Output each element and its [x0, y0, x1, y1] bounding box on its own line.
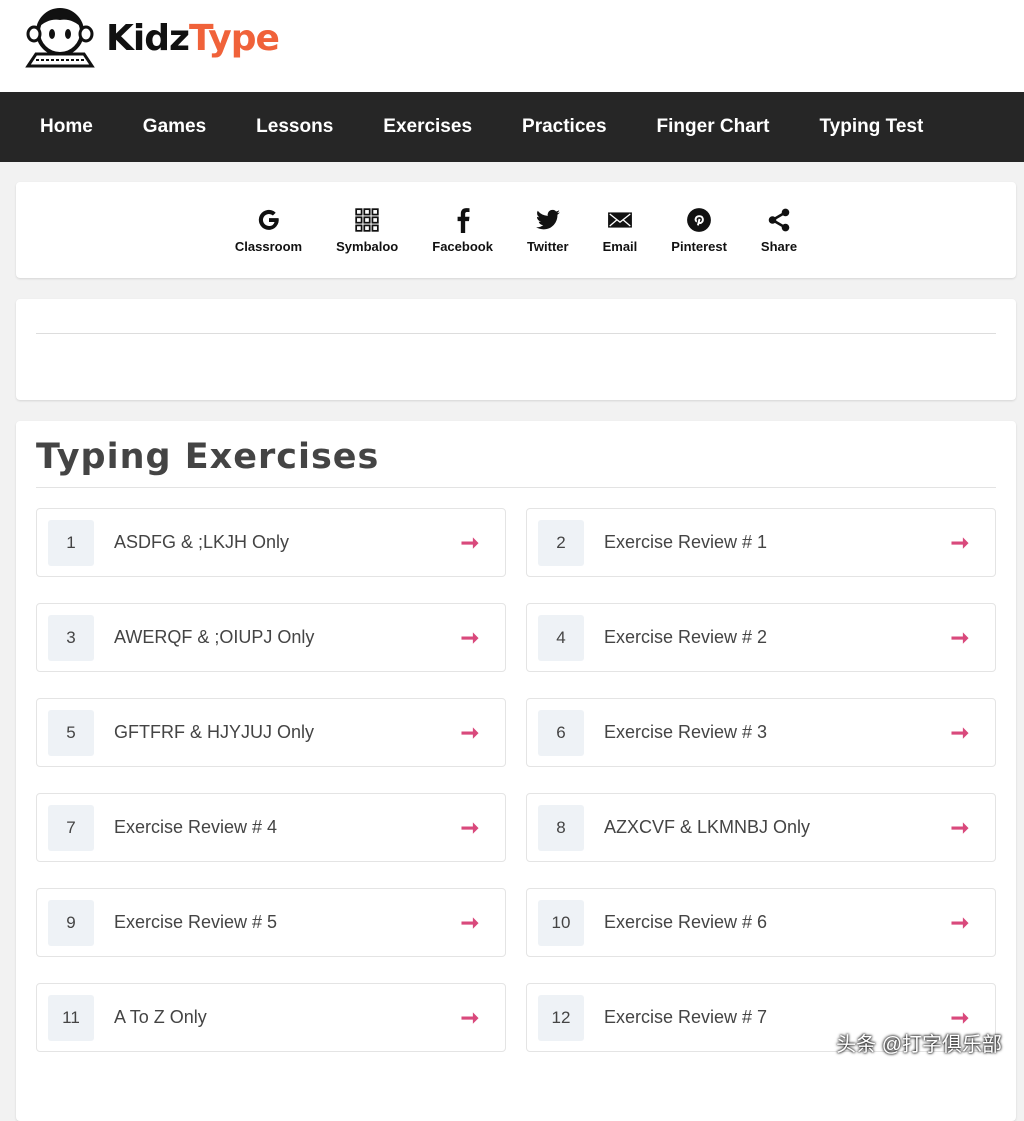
title-divider: [36, 487, 996, 488]
watermark: 头条 @打字俱乐部: [836, 1034, 1002, 1056]
exercise-label: Exercise Review # 5: [114, 912, 278, 932]
share-bar: Classroom Symbaloo Facebook Twitter Emai…: [16, 182, 1016, 278]
arrow-right-icon: ➞: [460, 529, 479, 555]
share-icon: [768, 208, 790, 231]
share-classroom-button[interactable]: Classroom: [235, 207, 302, 254]
exercise-item[interactable]: 9 Exercise Review # 5 ➞: [36, 888, 506, 957]
share-share-button[interactable]: Share: [761, 207, 797, 254]
exercise-number: 4: [538, 614, 584, 661]
facebook-icon: [457, 207, 470, 233]
arrow-right-icon: ➞: [950, 814, 969, 840]
main-nav: Home Games Lessons Exercises Practices F…: [0, 92, 1024, 162]
share-symbaloo-button[interactable]: Symbaloo: [336, 207, 398, 254]
exercise-number: 11: [48, 994, 94, 1041]
share-pinterest-button[interactable]: Pinterest: [671, 207, 727, 254]
exercise-label: Exercise Review # 3: [604, 722, 768, 742]
exercise-label: Exercise Review # 1: [604, 532, 768, 552]
nav-lessons[interactable]: Lessons: [256, 116, 334, 137]
arrow-right-icon: ➞: [460, 909, 479, 935]
email-icon: [608, 211, 632, 228]
nav-home[interactable]: Home: [40, 116, 93, 137]
exercise-label: Exercise Review # 7: [604, 1007, 768, 1027]
exercise-number: 5: [48, 709, 94, 756]
arrow-right-icon: ➞: [950, 719, 969, 745]
header: KidzType: [0, 0, 1024, 92]
exercise-number: 1: [48, 519, 94, 566]
nav-finger-chart[interactable]: Finger Chart: [656, 116, 770, 137]
ad-placeholder: [16, 299, 1016, 400]
exercise-number: 7: [48, 804, 94, 851]
arrow-right-icon: ➞: [460, 624, 479, 650]
exercise-item[interactable]: 7 Exercise Review # 4 ➞: [36, 793, 506, 862]
exercise-label: Exercise Review # 4: [114, 817, 278, 837]
exercise-item[interactable]: 11 A To Z Only ➞: [36, 983, 506, 1052]
share-facebook-button[interactable]: Facebook: [432, 207, 493, 254]
arrow-right-icon: ➞: [950, 1004, 969, 1030]
arrow-right-icon: ➞: [460, 719, 479, 745]
exercise-number: 10: [538, 899, 584, 946]
page-title: Typing Exercises: [36, 437, 380, 477]
exercise-number: 2: [538, 519, 584, 566]
exercise-label: GFTFRF & HJYJUJ Only: [114, 722, 315, 742]
share-email-button[interactable]: Email: [603, 207, 637, 254]
logo[interactable]: KidzType: [22, 6, 280, 70]
twitter-icon: [535, 209, 560, 229]
exercise-label: Exercise Review # 6: [604, 912, 768, 932]
exercise-item[interactable]: 5 GFTFRF & HJYJUJ Only ➞: [36, 698, 506, 767]
divider: [36, 333, 996, 334]
kid-typing-logo-icon: [25, 8, 95, 68]
exercise-item[interactable]: 4 Exercise Review # 2 ➞: [526, 603, 996, 672]
exercises-panel: Typing Exercises 1 ASDFG & ;LKJH Only ➞ 2 Ex…: [16, 421, 1016, 1121]
exercise-item[interactable]: 6 Exercise Review # 3 ➞: [526, 698, 996, 767]
exercise-label: A To Z Only: [114, 1007, 207, 1027]
exercise-number: 6: [538, 709, 584, 756]
nav-typing-test[interactable]: Typing Test: [819, 116, 924, 137]
arrow-right-icon: ➞: [950, 624, 969, 650]
nav-practices[interactable]: Practices: [522, 116, 607, 137]
arrow-right-icon: ➞: [950, 909, 969, 935]
exercise-item[interactable]: 2 Exercise Review # 1 ➞: [526, 508, 996, 577]
exercise-number: 9: [48, 899, 94, 946]
exercise-label: ASDFG & ;LKJH Only: [114, 532, 290, 552]
exercise-item[interactable]: 8 AZXCVF & LKMNBJ Only ➞: [526, 793, 996, 862]
nav-exercises[interactable]: Exercises: [383, 116, 473, 137]
pinterest-icon: [687, 207, 712, 232]
share-twitter-button[interactable]: Twitter: [527, 207, 569, 254]
exercise-item[interactable]: 12 Exercise Review # 7 ➞: [526, 983, 996, 1052]
exercise-number: 8: [538, 804, 584, 851]
exercise-item[interactable]: 3 AWERQF & ;OIUPJ Only ➞: [36, 603, 506, 672]
exercise-item[interactable]: 1 ASDFG & ;LKJH Only ➞: [36, 508, 506, 577]
exercise-label: AWERQF & ;OIUPJ Only: [114, 627, 315, 647]
exercise-number: 12: [538, 994, 584, 1041]
google-icon: [258, 209, 279, 230]
exercise-item[interactable]: 10 Exercise Review # 6 ➞: [526, 888, 996, 957]
grid-icon: [355, 207, 379, 232]
exercise-number: 3: [48, 614, 94, 661]
exercise-label: Exercise Review # 2: [604, 627, 768, 647]
logo-text: KidzType: [106, 17, 280, 59]
nav-games[interactable]: Games: [142, 116, 207, 137]
arrow-right-icon: ➞: [950, 529, 969, 555]
arrow-right-icon: ➞: [460, 814, 479, 840]
arrow-right-icon: ➞: [460, 1004, 479, 1030]
exercise-label: AZXCVF & LKMNBJ Only: [604, 817, 811, 837]
